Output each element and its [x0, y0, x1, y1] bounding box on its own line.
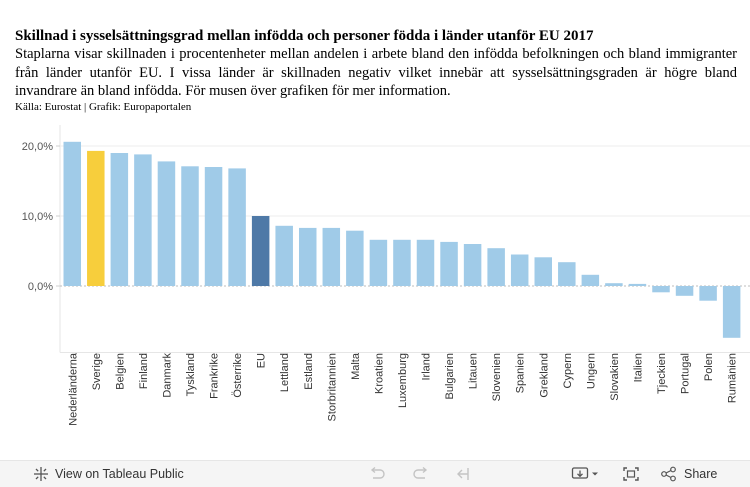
redo-button[interactable] [412, 461, 430, 487]
x-tick-label: Rumänien [727, 353, 739, 403]
revert-button[interactable] [454, 461, 472, 487]
bar-kroatien[interactable]: Kroatien: 6.6 [369, 239, 388, 286]
bar-danmark[interactable]: Danmark: 17.8 [157, 161, 176, 286]
x-tick-label: Frankrike [209, 353, 221, 399]
x-tick-label: Cypern [562, 353, 574, 388]
bar-italien[interactable]: Italien: 0.3 [628, 283, 647, 286]
x-tick-label: Bulgarien [444, 353, 456, 399]
bar-grekland[interactable]: Grekland: 4.1 [534, 257, 553, 286]
x-tick-label: Finland [138, 353, 150, 389]
x-tick-label: Italien [632, 353, 644, 382]
bar-irland[interactable]: Irland: 6.6 [416, 239, 435, 286]
bar-estland[interactable]: Estland: 8.3 [299, 227, 317, 286]
bar-chart[interactable]: Nederländerna: 20.6 Sverige: 19.3 Belgien:… [0, 0, 750, 460]
fullscreen-icon [622, 466, 640, 482]
bar-slovakien[interactable]: Slovakien: 0.4 [605, 283, 623, 286]
revert-icon [454, 466, 472, 482]
bar-österrike[interactable]: Österrike: 16.8 [228, 168, 246, 286]
chart-header: Skillnad i sysselsättningsgrad mellan in… [15, 27, 737, 114]
x-tick-label: Tyskland [185, 353, 197, 396]
x-tick-label: Litauen [468, 353, 480, 389]
share-icon [660, 466, 678, 482]
bar-belgien[interactable]: Belgien: 19 [110, 153, 129, 286]
bar-bulgarien[interactable]: Bulgarien: 6.3 [440, 241, 458, 286]
share-label: Share [684, 467, 718, 481]
x-tick-label: Slovenien [491, 353, 503, 401]
y-tick-label: 10,0% [22, 211, 53, 223]
x-tick-label: Kroatien [373, 353, 385, 394]
x-tick-label: EU [256, 353, 268, 368]
fullscreen-button[interactable] [622, 461, 640, 487]
bar-tyskland[interactable]: Tyskland: 17.1 [181, 166, 199, 286]
x-tick-label: Ungern [585, 353, 597, 389]
x-tick-label: Sverige [91, 353, 103, 390]
bar-finland[interactable]: Finland: 18.8 [134, 154, 152, 286]
bar-malta[interactable]: Malta: 7.9 [346, 230, 364, 286]
download-button[interactable] [571, 461, 599, 487]
bar-luxemburg[interactable]: Luxemburg: 6.6 [393, 239, 411, 286]
x-tick-label: Spanien [515, 353, 527, 393]
x-tick-label: Storbritannien [326, 353, 338, 422]
x-tick-label: Belgien [114, 353, 126, 390]
y-tick-label: 0,0% [28, 281, 53, 293]
bar-storbritannien[interactable]: Storbritannien: 8.3 [322, 227, 341, 286]
chart-source: Källa: Eurostat | Grafik: Europaportalen [15, 100, 192, 113]
x-tick-label: Slovakien [609, 353, 621, 401]
bar-eu[interactable]: EU: 10 [251, 216, 270, 286]
y-tick-label: 20,0% [22, 141, 53, 153]
x-tick-label: Estland [303, 353, 315, 390]
download-icon [571, 466, 599, 482]
bar-nederländerna[interactable]: Nederländerna: 20.6 [63, 141, 82, 286]
view-public-label: View on Tableau Public [55, 467, 184, 481]
bar-cypern[interactable]: Cypern: 3.4 [558, 262, 576, 286]
view-on-tableau-public-button[interactable]: View on Tableau Public [33, 461, 184, 487]
x-tick-label: Österrike [232, 353, 244, 398]
x-tick-label: Lettland [279, 353, 291, 392]
bar-slovenien[interactable]: Slovenien: 5.4 [487, 248, 505, 286]
x-tick-label: Malta [350, 352, 362, 380]
x-tick-label: Luxemburg [397, 353, 409, 408]
share-button[interactable]: Share [660, 461, 717, 487]
x-tick-label: Polen [703, 353, 715, 381]
chart-title: Skillnad i sysselsättningsgrad mellan in… [15, 28, 594, 44]
bar-rumänien[interactable]: Rumänien: -7.4 [722, 286, 741, 338]
x-tick-label: Grekland [538, 353, 550, 398]
bar-tjeckien[interactable]: Tjeckien: -0.9 [652, 286, 670, 293]
bar-sverige[interactable]: Sverige: 19.3 [87, 150, 105, 286]
x-tick-label: Portugal [680, 353, 692, 394]
bar-ungern[interactable]: Ungern: 1.6 [581, 274, 600, 286]
x-tick-label: Irland [421, 353, 433, 381]
bar-polen[interactable]: Polen: -2.1 [699, 286, 717, 301]
x-tick-label: Nederländerna [67, 352, 79, 426]
bar-frankrike[interactable]: Frankrike: 17 [204, 167, 223, 286]
bar-spanien[interactable]: Spanien: 4.5 [510, 254, 529, 287]
bar-litauen[interactable]: Litauen: 6 [463, 244, 482, 286]
tableau-toolbar: View on Tableau Public Share [0, 460, 750, 487]
bar-lettland[interactable]: Lettland: 8.6 [275, 225, 293, 286]
chart-subtitle: Staplarna visar skillnaden i procentenhe… [15, 46, 737, 99]
tableau-icon [33, 466, 49, 482]
redo-icon [412, 466, 430, 482]
x-tick-label: Tjeckien [656, 353, 668, 394]
undo-icon [368, 466, 386, 482]
bar-portugal[interactable]: Portugal: -1.4 [675, 286, 694, 296]
x-tick-label: Danmark [161, 353, 173, 398]
undo-button[interactable] [368, 461, 386, 487]
